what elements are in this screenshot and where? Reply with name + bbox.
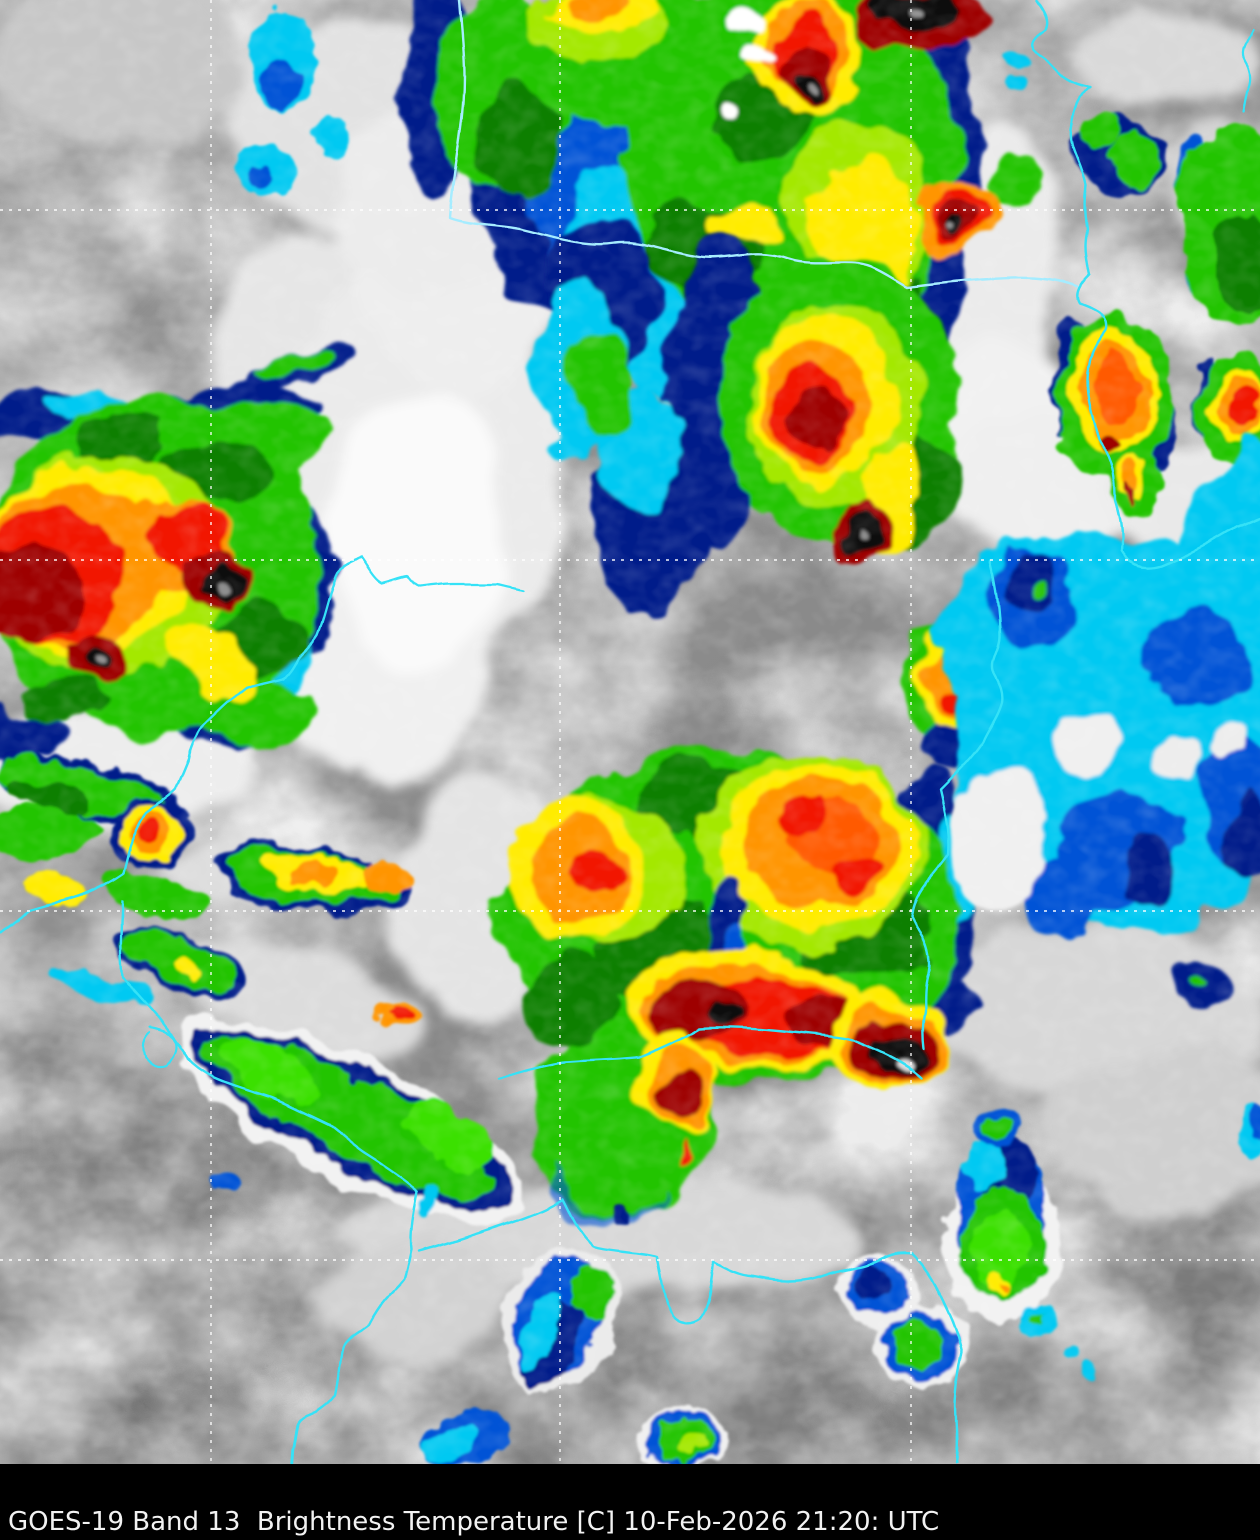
border-squiggle-small-lake (142, 1026, 178, 1067)
fine-grain-overlay (0, 0, 1260, 1464)
border-line-southwest (291, 1188, 420, 1464)
caption-text: GOES-19 Band 13 Brightness Temperature [… (8, 1507, 940, 1537)
border-squiggle-topright (1241, 28, 1255, 114)
latlon-grid (0, 0, 1260, 1464)
border-line-south-horizontal (418, 1198, 964, 1464)
border-line-north-state (447, 0, 1079, 289)
border-line-west-short (358, 555, 524, 592)
satellite-image-area (0, 0, 1260, 1464)
border-line-mid-horizontal (498, 1025, 924, 1080)
border-line-east-winding (1032, 0, 1260, 570)
satellite-image (0, 0, 1260, 1464)
caption-bar: GOES-19 Band 13 Brightness Temperature [… (0, 1464, 1260, 1540)
border-line-east-branch (910, 558, 1004, 1050)
border-line-west-branch (120, 898, 420, 1192)
map-borders (0, 0, 1260, 1464)
border-line-west (0, 555, 362, 934)
